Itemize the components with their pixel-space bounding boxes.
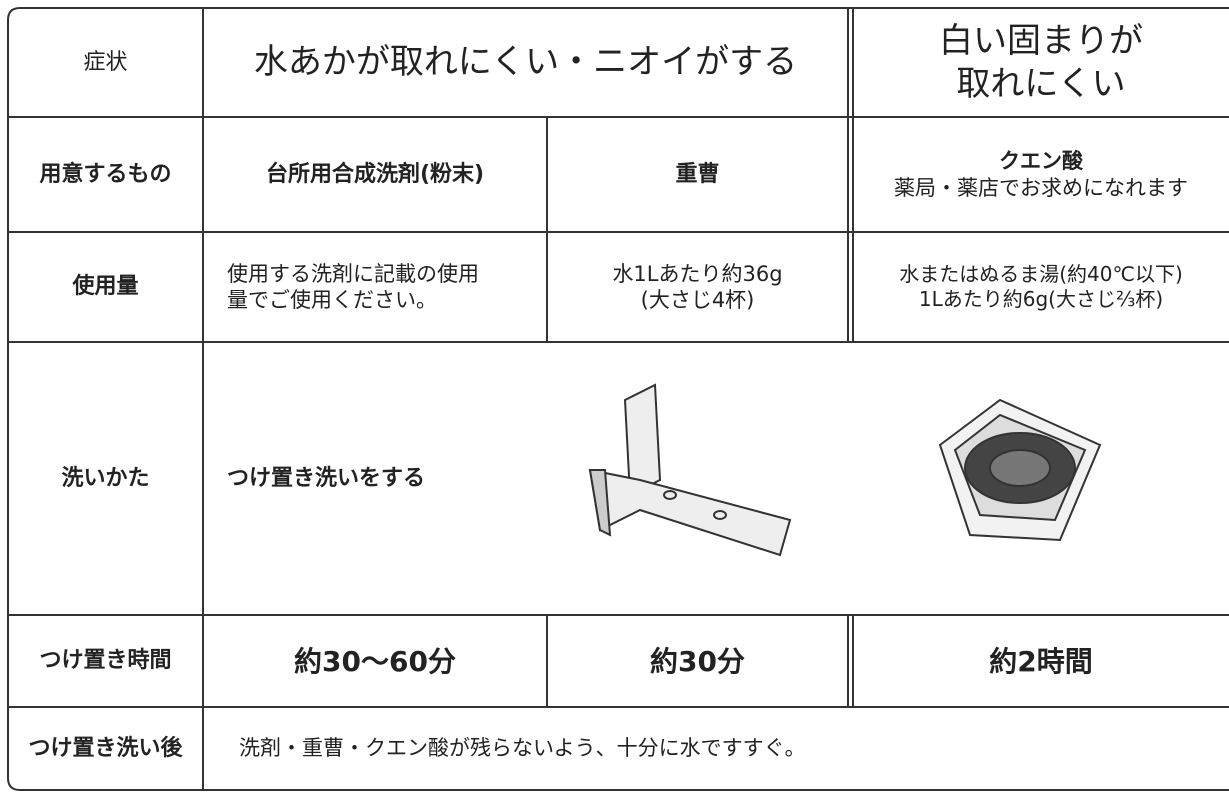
cell-text: 約30〜60分 — [294, 644, 456, 678]
cell-text: 洗剤・重曹・クエン酸が残らないよう、十分に水ですすぐ。 — [239, 736, 806, 761]
symptom: 白い固まりが — [939, 21, 1143, 61]
cell-text: 水1Lあたり約36g — [612, 261, 783, 286]
cell: 白い固まりが 取れにくい — [853, 8, 1229, 117]
row-header: 使用量 — [72, 274, 139, 300]
cell-text: つけ置き洗いをする — [227, 465, 426, 491]
cell: 用意するもの — [8, 117, 203, 232]
row-header: つけ置き洗い後 — [28, 735, 183, 761]
cell-text: 使用する洗剤に記載の使用 — [227, 261, 479, 286]
cell: クエン酸 薬局・薬店でお求めになれます — [853, 117, 1229, 232]
cell-text: (大さじ4杯) — [640, 288, 755, 312]
cell-text: 約2時間 — [989, 644, 1093, 678]
cell-text: 1Lあたり約6g(大さじ⅔杯) — [918, 287, 1164, 311]
row-header: 症状 — [83, 49, 128, 75]
cell: 約2時間 — [853, 615, 1229, 707]
cell-text: 薬局・薬店でお求めになれます — [894, 175, 1188, 200]
cell: 洗剤・重曹・クエン酸が残らないよう、十分に水ですすぐ。 — [203, 707, 1229, 790]
cell: 水1Lあたり約36g (大さじ4杯) — [547, 232, 848, 342]
cell: つけ置き時間 — [8, 615, 203, 707]
cell-text: 台所用合成洗剤(粉末) — [265, 161, 485, 187]
cell-text: 量でご使用ください。 — [227, 288, 437, 312]
cell-text: クエン酸 — [999, 149, 1083, 174]
cell-text: 約30分 — [650, 644, 745, 678]
symptom: 水あかが取れにくい・ニオイがする — [253, 42, 798, 83]
case-illustration — [588, 383, 792, 557]
cell: 台所用合成洗剤(粉末) — [203, 117, 547, 232]
row-header: 洗いかた — [61, 465, 150, 491]
cell: 症状 — [8, 8, 203, 117]
symptom: 取れにくい — [956, 63, 1126, 104]
cell: 約30分 — [547, 615, 848, 707]
cell: 水またはぬるま湯(約40℃以下) 1Lあたり約6g(大さじ⅔杯) — [853, 232, 1229, 342]
basket-illustration — [938, 398, 1102, 542]
cell: 使用する洗剤に記載の使用 量でご使用ください。 — [203, 232, 547, 342]
cell: 重曹 — [547, 117, 848, 232]
cell-text: 重曹 — [675, 161, 720, 187]
cell: 水あかが取れにくい・ニオイがする — [203, 8, 848, 117]
cell: 約30〜60分 — [203, 615, 547, 707]
cell: つけ置き洗い後 — [8, 707, 203, 790]
cell: つけ置き洗いをする — [203, 342, 553, 615]
cell-text: 水またはぬるま湯(約40℃以下) — [899, 262, 1183, 286]
row-header: つけ置き時間 — [39, 648, 172, 674]
cell: 使用量 — [8, 232, 203, 342]
table-border — [7, 7, 1229, 791]
row-header: 用意するもの — [39, 161, 172, 187]
cell: 洗いかた — [8, 342, 203, 615]
